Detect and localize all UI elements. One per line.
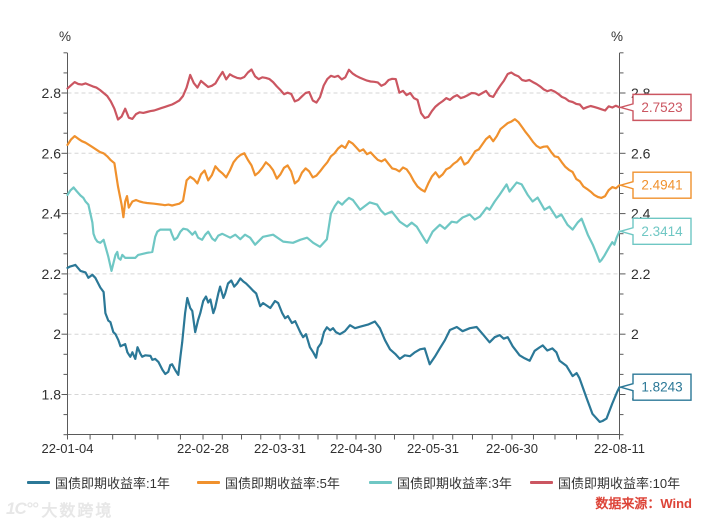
x-axis-label: 22-06-30	[486, 441, 538, 456]
y-axis-label-left: 2.4	[42, 206, 62, 222]
legend-label-5y: 国债即期收益率:5年	[225, 475, 340, 491]
x-axis-label: 22-01-04	[41, 441, 93, 456]
end-value-5y: 2.4941	[641, 178, 682, 193]
y-axis-label-right: 2.2	[631, 266, 651, 282]
y-axis-label-right: 2.6	[631, 145, 651, 161]
y-axis-unit-left: %	[58, 29, 71, 44]
data-source-label: 数据来源：Wind	[595, 496, 692, 511]
watermark: 1C°° 大数跨境	[6, 497, 113, 521]
x-axis-label: 22-02-28	[177, 441, 229, 456]
legend-label-1y: 国债即期收益率:1年	[55, 475, 170, 491]
end-value-10y: 2.7523	[641, 100, 682, 115]
watermark-text: 大数跨境	[41, 503, 114, 520]
x-axis-label: 22-04-30	[330, 441, 382, 456]
legend-swatch-3y	[369, 480, 392, 484]
x-axis-label: 22-03-31	[254, 441, 306, 456]
series-line-3y	[66, 181, 621, 272]
end-value-3y: 2.3414	[641, 224, 683, 239]
legend-item-1y: 国债即期收益率:1年	[27, 474, 170, 491]
end-value-1y: 1.8243	[641, 380, 682, 395]
end-value-callout-1y	[617, 373, 692, 401]
y-axis-label-left: 2.6	[42, 145, 62, 161]
legend-item-5y: 国债即期收益率:5年	[197, 474, 340, 491]
y-axis-label-left: 2.8	[42, 85, 62, 101]
series-line-1y	[66, 263, 621, 423]
legend-swatch-5y	[197, 480, 220, 484]
legend-item-10y: 国债即期收益率:10年	[530, 474, 681, 491]
legend-item-3y: 国债即期收益率:3年	[369, 474, 512, 491]
series-line-10y	[66, 68, 621, 121]
y-axis-label-left: 2	[53, 326, 61, 342]
y-axis-unit-right: %	[611, 29, 624, 44]
legend-label-10y: 国债即期收益率:10年	[558, 475, 681, 491]
legend-label-3y: 国债即期收益率:3年	[397, 475, 512, 491]
end-value-callout-5y	[617, 171, 692, 199]
x-axis-label: 22-08-11	[594, 441, 645, 456]
series-line-5y	[66, 118, 621, 219]
watermark-logo-icon: 1C°°	[6, 499, 38, 518]
legend-swatch-10y	[530, 480, 553, 484]
y-axis-label-left: 2.2	[42, 266, 62, 282]
end-value-callout-10y	[617, 93, 692, 122]
x-axis-label: 22-05-31	[407, 441, 459, 456]
y-axis-label-left: 1.8	[42, 386, 62, 402]
legend-swatch-1y	[27, 480, 50, 484]
y-axis-label-right: 2	[631, 326, 639, 342]
end-value-callout-3y	[617, 217, 692, 245]
